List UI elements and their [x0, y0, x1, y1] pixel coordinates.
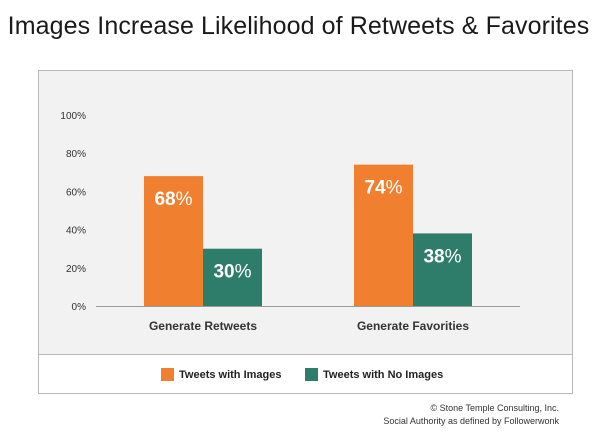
bar-value-label: 38% [423, 246, 461, 267]
bar [413, 233, 472, 306]
legend-label-with-images: Tweets with Images [179, 368, 282, 381]
bar-value-label: 74% [364, 178, 402, 199]
bar [203, 248, 262, 306]
x-category-label: Generate Favorities [357, 319, 469, 333]
copyright-text: © Stone Temple Consulting, Inc. [430, 403, 559, 413]
footer-credits: © Stone Temple Consulting, Inc. Social A… [383, 402, 559, 428]
bar [144, 176, 203, 306]
legend-item-with-images: Tweets with Images [161, 368, 282, 381]
y-tick-label: 60% [66, 187, 86, 198]
bar [354, 164, 413, 306]
bar-value-label: 30% [213, 262, 251, 283]
x-category-label: Generate Retweets [149, 319, 257, 333]
legend-item-no-images: Tweets with No Images [305, 368, 443, 381]
legend-label-no-images: Tweets with No Images [323, 368, 444, 381]
source-note: Social Authority as defined by Followerw… [383, 416, 559, 426]
legend-swatch-no-images [305, 368, 318, 381]
y-tick-label: 40% [66, 226, 86, 237]
legend-swatch-with-images [161, 368, 174, 381]
chart-panel [38, 70, 573, 394]
chart-title: Images Increase Likelihood of Retweets &… [7, 12, 590, 40]
y-tick-label: 100% [60, 111, 86, 122]
y-tick-label: 0% [72, 302, 87, 313]
legend: Tweets with Images Tweets with No Images [38, 354, 573, 394]
y-tick-label: 80% [66, 149, 86, 160]
bar-chart: 0% 20% 40% 60% 80% 100% 68% 30% Generate Retweet… [60, 111, 520, 333]
bar-value-label: 68% [154, 189, 192, 210]
y-tick-label: 20% [66, 264, 86, 275]
